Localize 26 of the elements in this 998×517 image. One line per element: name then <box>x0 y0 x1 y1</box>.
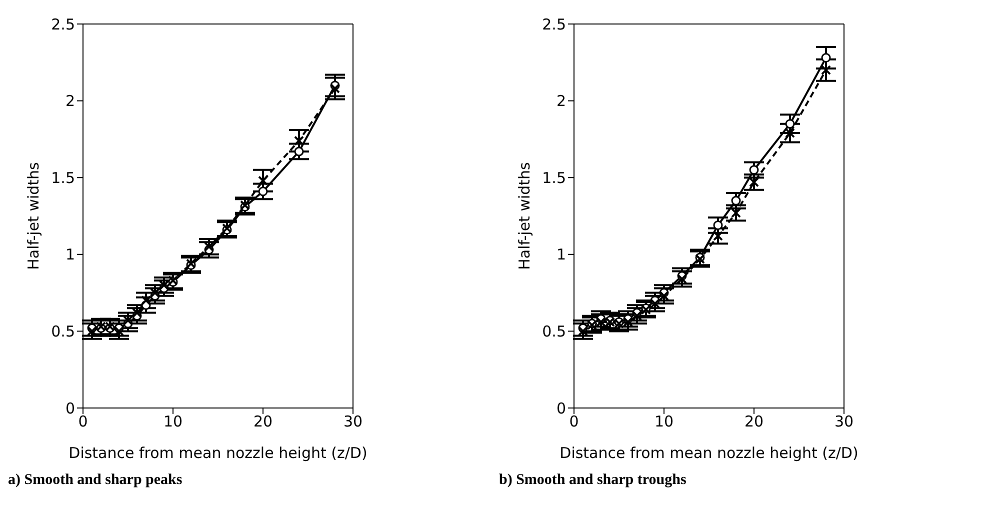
x-tick-label: 20 <box>253 412 273 431</box>
y-tick-label: 2.5 <box>51 15 75 34</box>
x-tick-label: 0 <box>78 412 88 431</box>
y-tick-label: 1 <box>556 246 566 264</box>
x-tick-label: 20 <box>744 412 764 431</box>
y-tick-label: 0.5 <box>51 322 75 341</box>
x-axis-title: Distance from mean nozzle height (z/D) <box>560 444 858 462</box>
x-tick-label: 30 <box>343 412 363 431</box>
x-tick-label: 10 <box>163 412 183 431</box>
y-tick-label: 0.5 <box>542 322 566 341</box>
x-tick-label: 0 <box>569 412 579 431</box>
y-tick-label: 2 <box>556 92 566 110</box>
text: a) Smooth and sharp peaks <box>8 472 184 489</box>
y-axis-title: Half-jet widths <box>24 162 42 270</box>
y-tick-label: 1.5 <box>542 168 566 187</box>
x-tick-label: 10 <box>654 412 674 431</box>
y-tick-label: 0 <box>556 399 566 418</box>
y-tick-label: 1.5 <box>51 168 75 187</box>
y-tick-label: 1 <box>65 246 75 264</box>
y-tick-label: 0 <box>65 399 75 418</box>
y-axis-title: Half-jet widths <box>515 162 534 270</box>
text: b) Smooth and sharp troughs <box>499 472 688 489</box>
x-axis-title: Distance from mean nozzle height (z/D) <box>68 444 368 462</box>
y-tick-label: 2 <box>65 92 75 110</box>
x-tick-label: 30 <box>834 412 854 431</box>
y-tick-label: 2.5 <box>542 15 566 34</box>
